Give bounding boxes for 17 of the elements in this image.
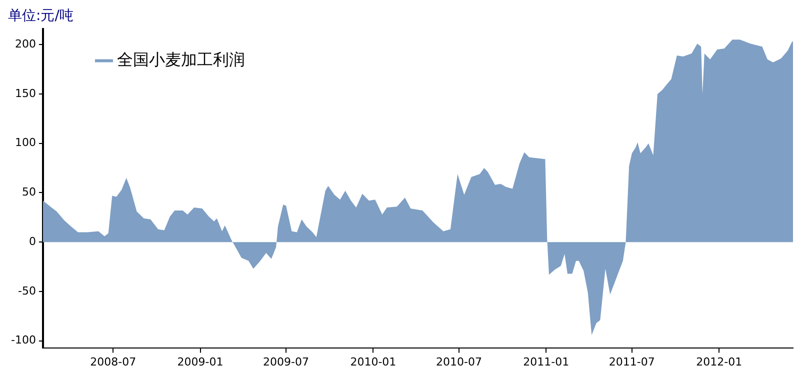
y-tick-label: 50: [22, 186, 36, 199]
y-tick-label: 200: [14, 37, 36, 50]
y-tick-label: 150: [14, 86, 36, 100]
y-tick-label: -50: [18, 284, 36, 298]
x-tick-label: 2012-01: [696, 355, 742, 368]
x-tick-label: 2009-01: [177, 355, 224, 368]
y-tick-label: 100: [14, 136, 36, 150]
x-tick-label: 2010-01: [350, 355, 396, 368]
legend-label: 全国小麦加工利润: [116, 50, 245, 69]
y-tick-label: -100: [10, 334, 36, 347]
x-tick-label: 2011-01: [523, 355, 570, 368]
y-tick-label: 0: [28, 234, 36, 248]
x-tick-label: 2008-07: [90, 355, 136, 368]
x-tick-label: 2010-07: [436, 355, 482, 368]
x-tick-label: 2011-07: [608, 355, 655, 368]
chart-title: 单位:元/吨: [8, 8, 74, 24]
x-tick-label: 2009-07: [263, 355, 310, 368]
